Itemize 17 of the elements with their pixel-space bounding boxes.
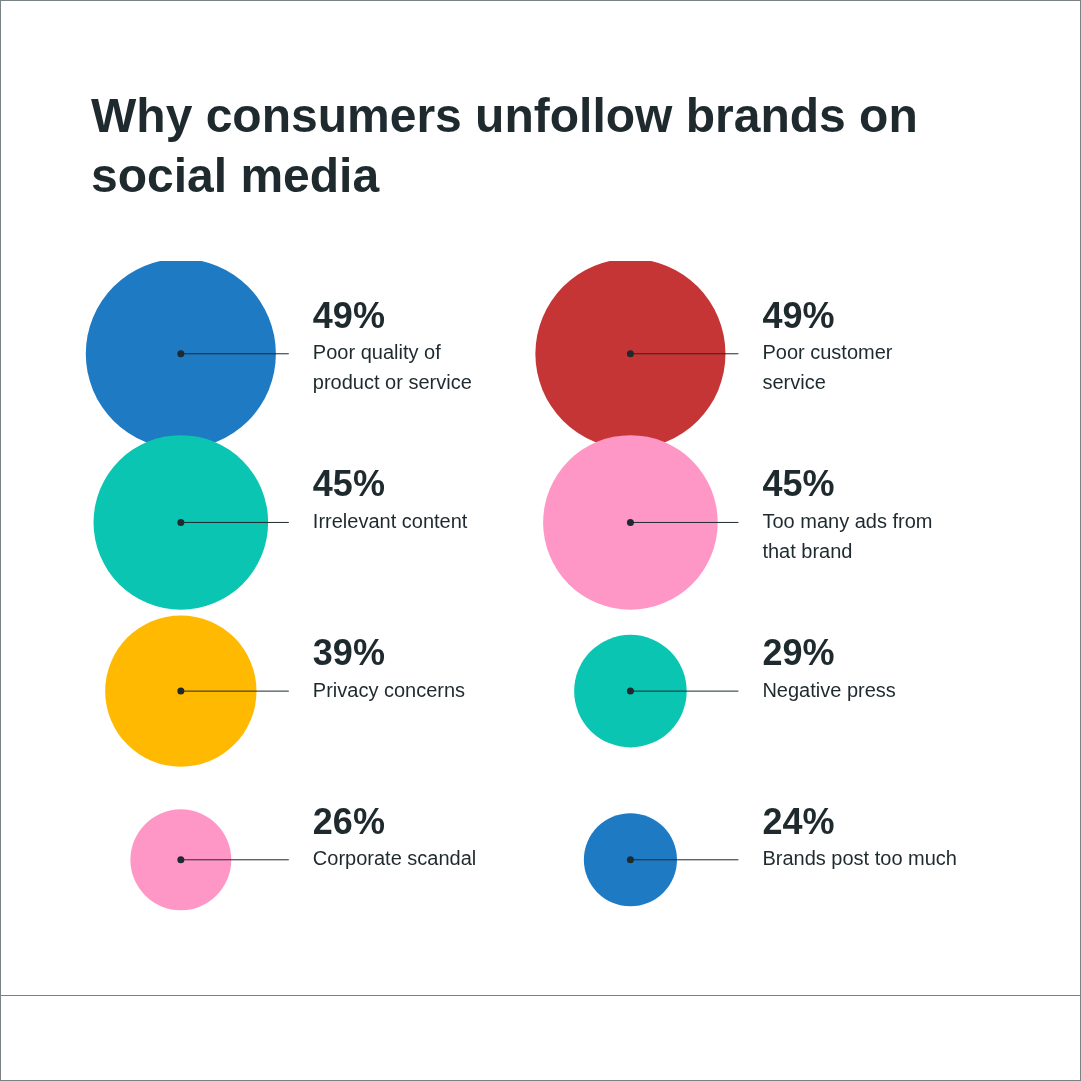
data-label: 49%: [762, 294, 835, 336]
data-label: 26%: [312, 800, 385, 842]
category-label: Negative press: [762, 678, 896, 701]
category-label: Brands post too much: [762, 847, 957, 870]
data-label: 45%: [312, 463, 385, 505]
data-label: 39%: [312, 632, 385, 674]
text: Why consumers unfollow brands on social media: [91, 88, 919, 204]
category-label: Irrelevant content: [312, 509, 468, 532]
category-label: Privacy concerns: [312, 678, 466, 701]
data-label: 49%: [312, 294, 385, 336]
data-label: 24%: [762, 800, 835, 842]
category-label: Poor customer service: [762, 341, 893, 394]
category-label: Corporate scandal: [312, 847, 477, 870]
category-label: Too many ads from that brand: [762, 509, 933, 562]
data-label: 29%: [762, 632, 835, 674]
data-label: 45%: [762, 463, 835, 505]
category-label: Poor quality of product or service: [312, 341, 472, 394]
